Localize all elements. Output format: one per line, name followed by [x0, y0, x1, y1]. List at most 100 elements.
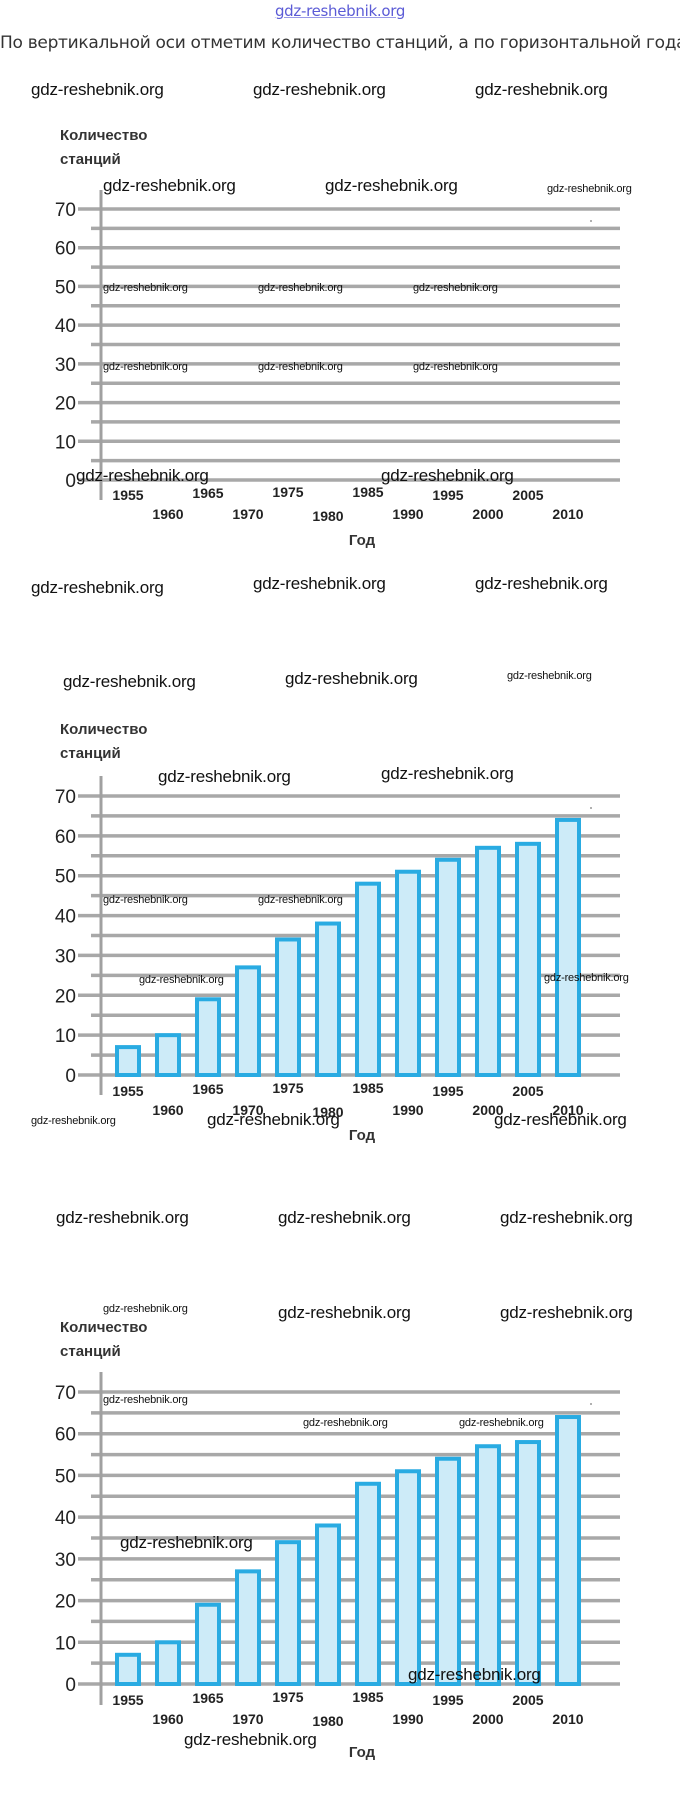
watermark: gdz-reshebnik.org [56, 1208, 189, 1227]
watermark: gdz-reshebnik.org [253, 574, 386, 593]
watermark: gdz-reshebnik.org [459, 1417, 544, 1429]
x-tick-label: 1985 [352, 1689, 383, 1705]
watermark: gdz-reshebnik.org [325, 176, 458, 195]
bar-1970 [235, 1569, 261, 1687]
bar-1995 [435, 1456, 461, 1686]
watermark: gdz-reshebnik.org [278, 1208, 411, 1227]
y-axis-label-line-1: Количество [60, 127, 148, 144]
x-tick-label: 1955 [112, 487, 143, 503]
y-axis-label-line-1: Количество [60, 1319, 148, 1336]
bar-1965 [195, 997, 221, 1077]
watermark: gdz-reshebnik.org [500, 1303, 633, 1322]
bar-1980 [315, 1523, 341, 1686]
watermark: gdz-reshebnik.org [381, 466, 514, 485]
bar-1985 [355, 881, 381, 1078]
bar-1985 [355, 1481, 381, 1687]
y-tick-label: 20 [55, 394, 76, 415]
x-tick-label: 1980 [312, 1104, 343, 1120]
watermark: gdz-reshebnik.org [207, 1110, 340, 1129]
stray-dot [590, 220, 592, 222]
watermark: gdz-reshebnik.org [103, 894, 188, 906]
y-tick-label: 10 [55, 432, 76, 453]
y-tick-label: 0 [65, 471, 76, 492]
x-tick-label: 2005 [512, 487, 543, 503]
watermark: gdz-reshebnik.org [278, 1303, 411, 1322]
x-tick-label: 1980 [312, 1713, 343, 1729]
x-tick-label: 1995 [432, 1692, 463, 1708]
bar-1970 [235, 965, 261, 1078]
x-tick-label: 2010 [552, 1102, 583, 1118]
x-tick-label: 1970 [232, 1102, 263, 1118]
bar-2000 [475, 845, 501, 1077]
y-tick-label: 60 [55, 239, 76, 260]
watermark: gdz-reshebnik.org [158, 767, 291, 786]
x-tick-label: 1995 [432, 487, 463, 503]
x-tick-label: 1975 [272, 1080, 303, 1096]
x-tick-label: 2010 [552, 506, 583, 522]
watermark: gdz-reshebnik.org [120, 1533, 253, 1552]
y-tick-label: 50 [55, 277, 76, 298]
chart-svg: 0 10 20 30 40 50 60 70 1955 1960 1965 1970 1975 1980 1… [55, 776, 620, 1144]
x-axis-label: Год [349, 1127, 376, 1144]
watermark: gdz-reshebnik.org [285, 669, 418, 688]
x-tick-label: 2005 [512, 1692, 543, 1708]
y-tick-label: 60 [55, 1425, 76, 1446]
watermark: gdz-reshebnik.org [258, 361, 343, 373]
intro-text: По вертикальной оси отметим количество с… [0, 33, 680, 53]
watermark: gdz-reshebnik.org [500, 1208, 633, 1227]
bar-1965 [195, 1602, 221, 1686]
x-tick-label: 2000 [472, 1102, 503, 1118]
x-tick-label: 1980 [312, 508, 343, 524]
x-tick-label: 1975 [272, 484, 303, 500]
watermark: gdz-reshebnik.org [413, 361, 498, 373]
watermark: gdz-reshebnik.org [547, 183, 632, 195]
x-tick-label: 1955 [112, 1083, 143, 1099]
watermark: gdz-reshebnik.org [544, 972, 629, 984]
x-tick-label: 1965 [192, 485, 223, 501]
y-tick-label: 20 [55, 1592, 76, 1613]
chart-empty-axes: 0 10 20 30 40 50 60 70 1955 1960 1965 1970 1975 1980 1… [0, 0, 680, 560]
y-tick-label: 50 [55, 867, 76, 888]
watermark: gdz-reshebnik.org [139, 974, 224, 986]
y-tick-label: 70 [55, 1383, 76, 1404]
watermark: gdz-reshebnik.org [63, 672, 196, 691]
bar-1960 [155, 1033, 181, 1077]
x-tick-label: 1985 [352, 484, 383, 500]
bar-1990 [395, 1469, 421, 1687]
x-tick-label: 1960 [152, 506, 183, 522]
watermark: gdz-reshebnik.org [103, 361, 188, 373]
x-tick-label: 1960 [152, 1102, 183, 1118]
x-tick-label: 1990 [392, 1711, 423, 1727]
y-tick-label: 10 [55, 1026, 76, 1047]
y-tick-label: 0 [65, 1675, 76, 1696]
bar-2005 [515, 841, 541, 1077]
watermark: gdz-reshebnik.org [31, 80, 164, 99]
bar-2005 [515, 1440, 541, 1686]
y-axis-label-line-2: станций [60, 1343, 121, 1360]
watermark: gdz-reshebnik.org [494, 1110, 627, 1129]
watermark: gdz-reshebnik.org [408, 1665, 541, 1684]
bar-1995 [435, 857, 461, 1077]
y-tick-label: 70 [55, 787, 76, 808]
y-tick-label: 40 [55, 1508, 76, 1529]
x-tick-label: 2000 [472, 506, 503, 522]
x-tick-label: 2000 [472, 1711, 503, 1727]
watermark: gdz-reshebnik.org [381, 764, 514, 783]
x-tick-label: 1965 [192, 1690, 223, 1706]
watermark: gdz-reshebnik.org [103, 1303, 188, 1315]
y-tick-label: 40 [55, 316, 76, 337]
watermark: gdz-reshebnik.org [31, 1115, 116, 1127]
watermark: gdz-reshebnik.org [413, 282, 498, 294]
chart-stations-by-year: 0 10 20 30 40 50 60 70 1955 1960 1965 1970 1975 1980 1… [55, 721, 620, 1144]
x-tick-label: 1955 [112, 1692, 143, 1708]
x-tick-label: 1970 [232, 1711, 263, 1727]
bar-1980 [315, 921, 341, 1077]
y-tick-label: 60 [55, 827, 76, 848]
site-link[interactable]: gdz-reshebnik.org [274, 2, 406, 20]
watermark: gdz-reshebnik.org [31, 578, 164, 597]
y-axis-label-line-1: Количество [60, 721, 148, 738]
watermark: gdz-reshebnik.org [103, 176, 236, 195]
y-axis-label-line-2: станций [60, 745, 121, 762]
x-axis-label: Год [349, 532, 376, 549]
